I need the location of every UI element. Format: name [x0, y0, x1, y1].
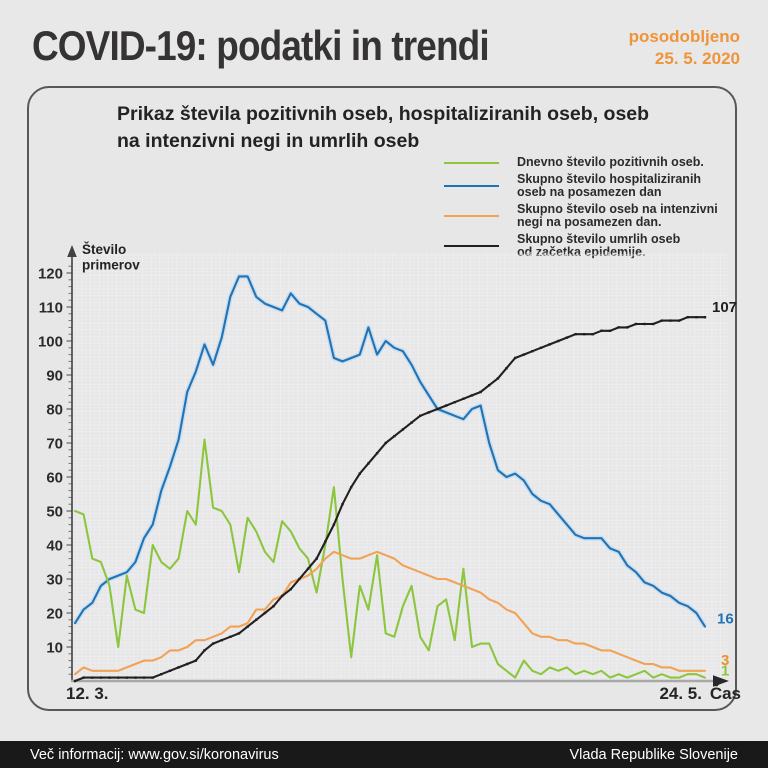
chart-title-line2: na intenzivni negi in umrlih oseb	[117, 130, 420, 152]
chart-legend: Dnevno število pozitivnih oseb. Skupno š…	[444, 155, 718, 263]
page-footer: Več informacij: www.gov.si/koronavirus V…	[0, 741, 768, 768]
legend-label: Skupno število hospitaliziranih oseb na …	[517, 171, 702, 199]
legend-item-deaths: Skupno število umrlih oseb od začetka ep…	[444, 231, 718, 260]
chart-panel: Prikaz števila pozitivnih oseb, hospital…	[27, 86, 737, 711]
legend-item-positive: Dnevno število pozitivnih oseb.	[444, 155, 718, 170]
legend-line-icu-icon	[444, 214, 499, 218]
chart-title-line1: Prikaz števila pozitivnih oseb, hospital…	[117, 103, 650, 125]
footer-info-text: Več informacij: www.gov.si/koronavirus	[30, 746, 279, 763]
updated-date: 25. 5. 2020	[654, 49, 740, 68]
legend-label: Skupno število umrlih oseb od začetka ep…	[517, 231, 681, 259]
chart-title: Prikaz števila pozitivnih oseb, hospital…	[117, 101, 717, 155]
legend-item-hospitalized: Skupno število hospitaliziranih oseb na …	[444, 171, 718, 200]
footer-source-text: Vlada Republike Slovenije	[569, 746, 738, 763]
legend-line-positive-icon	[444, 161, 499, 164]
legend-label: Skupno število oseb na intenzivni negi n…	[517, 201, 718, 229]
updated-label: posodobljeno	[628, 27, 740, 46]
page-title: COVID-19: podatki in trendi	[32, 22, 490, 69]
legend-line-deaths-icon	[444, 244, 499, 248]
updated-info: posodobljeno 25. 5. 2020	[629, 26, 740, 70]
legend-line-hospitalized-icon	[444, 184, 499, 188]
legend-label: Dnevno število pozitivnih oseb.	[517, 155, 704, 169]
legend-item-icu: Skupno število oseb na intenzivni negi n…	[444, 201, 718, 230]
